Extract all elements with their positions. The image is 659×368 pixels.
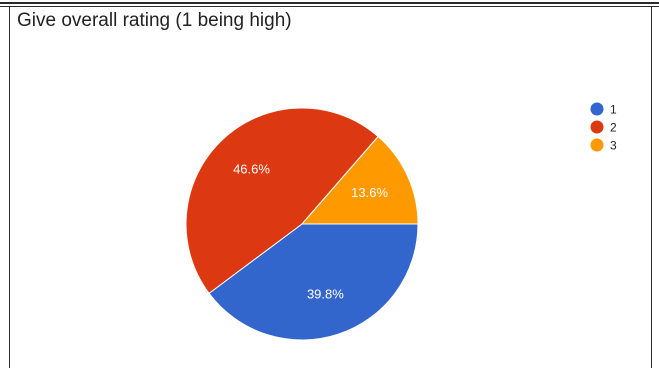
- legend-label-2: 2: [610, 121, 617, 135]
- chart-title: Give overall rating (1 being high): [17, 10, 292, 31]
- legend: 1 2 3: [590, 102, 617, 153]
- top-inner-border: [0, 6, 659, 7]
- pie-slice-3: [300, 135, 419, 225]
- right-border: [651, 6, 652, 368]
- pie-slice-labels: 39.8% 46.6% 13.6%: [233, 162, 388, 302]
- legend-label-1: 1: [610, 103, 617, 117]
- pie-slices: [185, 107, 419, 341]
- legend-marker-2: [590, 120, 604, 134]
- slice-label-1: 39.8%: [307, 287, 344, 302]
- legend-label-3: 3: [610, 139, 617, 153]
- pie-slice-1: [208, 223, 419, 341]
- top-border: [0, 2, 659, 4]
- legend-marker-3: [590, 138, 604, 152]
- pie-slice-2: [185, 107, 379, 295]
- legend-marker-1: [590, 102, 604, 116]
- slice-label-3: 13.6%: [351, 185, 388, 200]
- left-border: [9, 6, 10, 368]
- slice-label-2: 46.6%: [233, 162, 270, 177]
